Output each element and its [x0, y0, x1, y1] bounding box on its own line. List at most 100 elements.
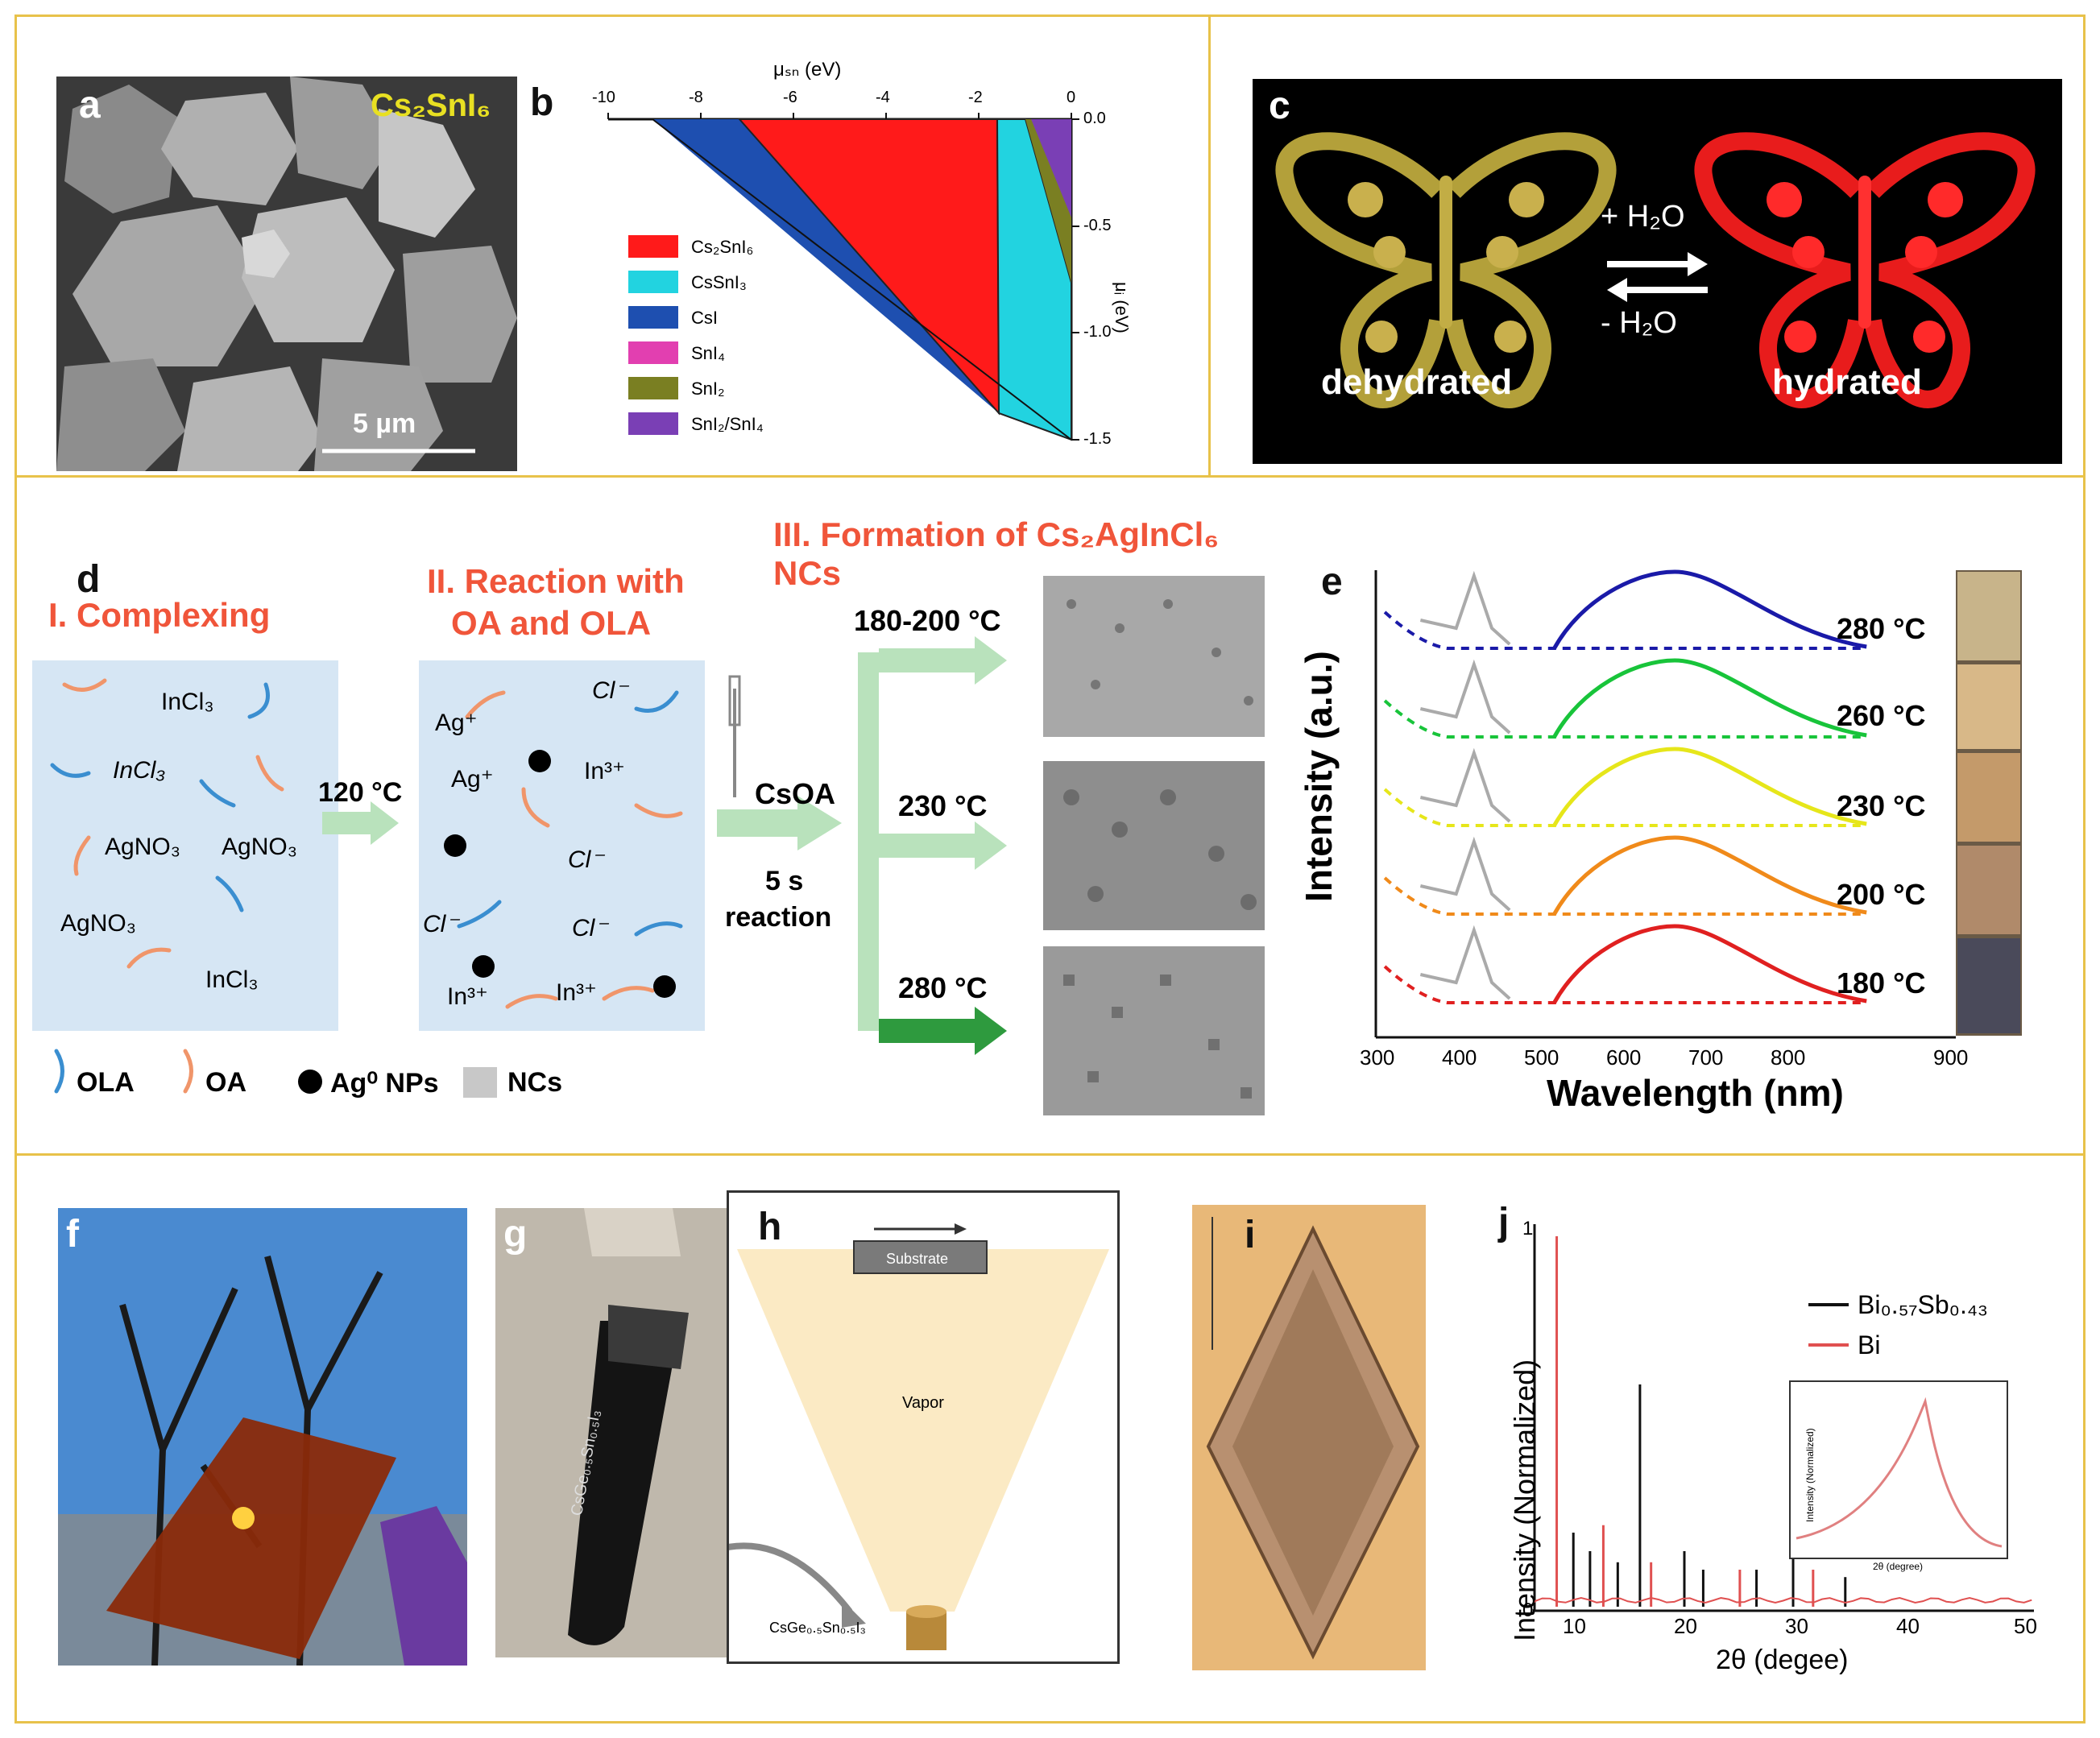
- region-cs2sni6: [737, 118, 1000, 416]
- b-legend-item: SnI₂/SnI₄: [691, 414, 764, 434]
- b-ytick: 0.0: [1083, 110, 1106, 127]
- reaction-box: [419, 660, 705, 1031]
- box2-label: Cl⁻: [572, 915, 608, 941]
- temp-230: 230 °C: [898, 789, 988, 822]
- box2-label: Cl⁻: [568, 846, 604, 873]
- photo-f: [58, 1208, 467, 1666]
- b-legend-item: CsSnI₃: [691, 272, 747, 292]
- emission-curve: [1552, 924, 1867, 1004]
- box2-label: Ag⁺: [451, 766, 494, 792]
- b-xlabel: μₛₙ (eV): [773, 59, 842, 81]
- b-ytick: -0.5: [1083, 217, 1112, 234]
- box2-label: In³⁺: [556, 979, 597, 1006]
- absorption-curve: [1383, 965, 1867, 1004]
- panel-label-d: d: [77, 558, 101, 601]
- butterfly-image: [1275, 132, 2036, 408]
- e-temp-label: 280 °C: [1837, 612, 1926, 645]
- b-xtick: -6: [783, 89, 797, 106]
- divider-col: [1208, 14, 1211, 477]
- region-csi: [652, 119, 999, 413]
- e-temp-label: 180 °C: [1837, 966, 1926, 999]
- xrd-baseline: [1534, 1596, 2032, 1604]
- sem-image-a: [56, 77, 517, 471]
- reaction-time: 5 s: [765, 866, 804, 896]
- panel-i: i: [1192, 1205, 1426, 1670]
- box1-label: InCl₃: [113, 757, 166, 784]
- temp-280: 280 °C: [898, 971, 988, 1004]
- tem-images: [1043, 576, 1265, 1115]
- box1-label: AgNO₃: [222, 834, 297, 860]
- panel-e: e Intensity (a.u.) Wavelength (nm) 300 4…: [1298, 556, 2078, 1144]
- reaction-word: reaction: [725, 902, 832, 933]
- panel-h: h Substrate Vapor CsGe₀.₅Sn₀.₅I₃: [662, 1190, 1120, 1664]
- spectra-chart: [1374, 569, 2022, 1039]
- absorption-curve: [1383, 699, 1867, 739]
- legend-swatch: [628, 412, 678, 435]
- xrd-chart: [1533, 1224, 2034, 1612]
- e-xtick: 800: [1771, 1045, 1806, 1070]
- j-ytick-top: 1: [1522, 1218, 1534, 1239]
- e-xtick: 700: [1688, 1045, 1724, 1070]
- j-xtick: 40: [1896, 1614, 1920, 1638]
- panel-label-i: i: [1245, 1214, 1256, 1256]
- e-temp-label: 260 °C: [1837, 699, 1926, 732]
- region-sni2-sni4: [1031, 119, 1071, 217]
- excitation-curve: [1419, 925, 1511, 1000]
- box2-label: Cl⁻: [423, 911, 459, 937]
- substrate-label: Substrate: [886, 1251, 949, 1267]
- j-legend-item: Bi: [1858, 1330, 1881, 1359]
- b-xtick: -8: [689, 89, 703, 106]
- excitation-curve: [1419, 836, 1511, 912]
- b-legend-item: SnI₂: [691, 379, 725, 399]
- excitation-curve: [1419, 747, 1511, 823]
- emission-curve: [1552, 569, 1867, 650]
- panel-j: j Intensity (Normalized) 1 0 10 20 30 40…: [1458, 1200, 2070, 1699]
- inset-curve: [1796, 1397, 2003, 1548]
- j-ytick-zero: 0: [1522, 1599, 1534, 1621]
- legend-swatch: [628, 235, 678, 258]
- csoa-label: CsOA: [755, 777, 836, 810]
- panel-d: d I. Complexing II. Reaction with OA and…: [24, 491, 1265, 1152]
- b-legend-item: SnI₄: [691, 343, 726, 363]
- excitation-curve: [1419, 570, 1511, 646]
- step3-title: III. Formation of Cs₂AgInCl₆ NCs: [773, 515, 1220, 592]
- butterfly-dehydrated: [1275, 132, 1617, 408]
- legend-ag-nps: Ag⁰ NPs: [330, 1068, 439, 1099]
- legend-ola: OLA: [77, 1067, 135, 1098]
- box1-label: InCl₃: [205, 966, 259, 993]
- compound-label: Cs₂SnI₆: [371, 88, 491, 123]
- source-label: CsGe₀.₅Sn₀.₅I₃: [769, 1620, 866, 1636]
- box2-label: In³⁺: [584, 758, 625, 784]
- panel-label-f: f: [66, 1213, 79, 1256]
- e-xtick: 900: [1933, 1045, 1969, 1070]
- b-xtick: -10: [592, 89, 615, 106]
- step2-title-b: OA and OLA: [451, 604, 652, 642]
- temp-120: 120 °C: [318, 777, 403, 808]
- j-inset-xlabel: 2θ (degree): [1873, 1561, 1924, 1572]
- divider-row2: [14, 1153, 2086, 1156]
- step1-title: I. Complexing: [48, 596, 271, 634]
- figure-frame: [14, 14, 2086, 1724]
- minus-water: - H₂O: [1601, 306, 1677, 340]
- panel-g: g CsGe₀.₅Sn₀.₅I₃: [495, 1208, 737, 1657]
- box1-label: AgNO₃: [105, 834, 180, 860]
- panel-b: b μₛₙ (eV) -10 -8 -6 -4 -2 0 0.0 -0.5 -1…: [524, 48, 1184, 467]
- b-ylabel: μᵢ (eV): [1112, 282, 1132, 333]
- dehydrated-label: dehydrated: [1321, 362, 1513, 402]
- b-ytick: -1.5: [1083, 430, 1112, 448]
- e-temp-label: 200 °C: [1837, 878, 1926, 911]
- e-xtick: 300: [1360, 1045, 1395, 1070]
- box2-label: Cl⁻: [592, 677, 628, 704]
- e-xtick: 600: [1606, 1045, 1642, 1070]
- plus-water: + H₂O: [1601, 200, 1685, 234]
- photo-i: [1192, 1205, 1426, 1670]
- emission-curve: [1552, 658, 1867, 739]
- legend-swatch: [628, 377, 678, 399]
- e-ylabel: Intensity (a.u.): [1298, 651, 1340, 902]
- e-xtick: 500: [1524, 1045, 1559, 1070]
- excitation-curve: [1419, 659, 1511, 735]
- legend-ncs: NCs: [507, 1067, 563, 1098]
- photo-g: [495, 1208, 737, 1657]
- absorption-curve: [1383, 610, 1867, 650]
- panel-label-g: g: [503, 1213, 528, 1256]
